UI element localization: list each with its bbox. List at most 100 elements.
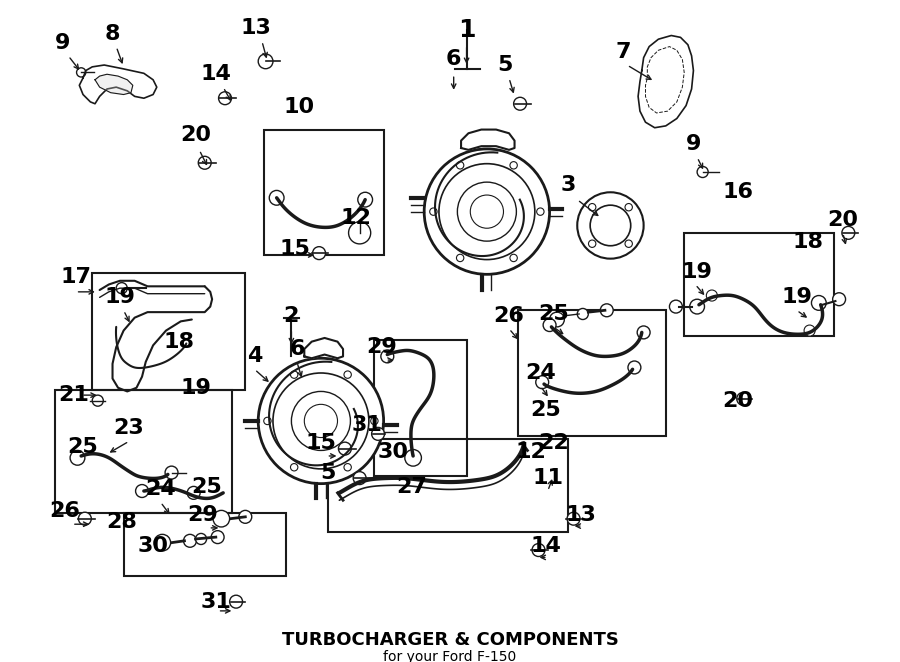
Bar — [264, 130, 383, 255]
Text: 2: 2 — [284, 306, 299, 326]
Text: 22: 22 — [538, 433, 569, 453]
Text: 15: 15 — [280, 240, 310, 260]
Circle shape — [184, 534, 196, 547]
Circle shape — [567, 512, 580, 525]
Circle shape — [353, 471, 366, 485]
Circle shape — [371, 417, 378, 424]
Text: 15: 15 — [305, 433, 337, 453]
Text: 26: 26 — [50, 501, 80, 521]
Circle shape — [198, 156, 212, 169]
Text: for your Ford F-150: for your Ford F-150 — [383, 649, 517, 662]
Text: 9: 9 — [55, 33, 70, 53]
Text: TURBOCHARGER & COMPONENTS: TURBOCHARGER & COMPONENTS — [282, 631, 618, 649]
Circle shape — [589, 203, 596, 211]
Bar — [374, 340, 466, 476]
Circle shape — [577, 308, 589, 320]
Circle shape — [577, 192, 644, 259]
Text: 18: 18 — [164, 332, 194, 352]
Circle shape — [536, 208, 544, 215]
Bar — [123, 513, 286, 576]
Text: 7: 7 — [616, 42, 631, 62]
Circle shape — [625, 203, 633, 211]
Circle shape — [510, 254, 518, 261]
Text: 20: 20 — [180, 125, 211, 145]
Text: 4: 4 — [247, 346, 262, 366]
Circle shape — [590, 205, 631, 246]
Circle shape — [230, 595, 242, 608]
Circle shape — [165, 466, 178, 479]
Text: 23: 23 — [113, 418, 145, 438]
Circle shape — [70, 450, 85, 465]
Text: 28: 28 — [106, 512, 137, 532]
Circle shape — [510, 162, 518, 169]
Circle shape — [457, 182, 517, 241]
Circle shape — [116, 283, 127, 294]
Text: 25: 25 — [538, 304, 569, 324]
Circle shape — [381, 350, 394, 363]
Circle shape — [195, 534, 207, 545]
Text: 19: 19 — [781, 287, 812, 307]
Text: 8: 8 — [104, 24, 121, 44]
Circle shape — [92, 395, 104, 406]
Circle shape — [238, 510, 252, 523]
Text: 1: 1 — [458, 18, 475, 42]
Text: 29: 29 — [366, 337, 397, 357]
Circle shape — [291, 463, 298, 471]
Text: 11: 11 — [532, 468, 563, 488]
Circle shape — [628, 361, 641, 374]
Bar — [56, 390, 232, 513]
Text: 20: 20 — [722, 391, 753, 410]
Text: 14: 14 — [201, 64, 231, 84]
Circle shape — [600, 304, 613, 316]
Polygon shape — [304, 338, 343, 358]
Text: 25: 25 — [530, 400, 562, 420]
Text: 14: 14 — [530, 536, 562, 556]
Bar — [328, 440, 568, 532]
Text: 21: 21 — [58, 385, 89, 405]
Text: 19: 19 — [104, 287, 135, 307]
Circle shape — [344, 463, 351, 471]
Circle shape — [405, 449, 421, 466]
Circle shape — [804, 325, 815, 336]
Circle shape — [812, 295, 826, 310]
Circle shape — [358, 192, 373, 207]
Text: 27: 27 — [396, 477, 427, 497]
Polygon shape — [95, 74, 133, 95]
Polygon shape — [638, 36, 693, 128]
Circle shape — [706, 290, 717, 301]
Circle shape — [536, 376, 549, 389]
Circle shape — [76, 68, 86, 77]
Circle shape — [219, 92, 231, 105]
Text: 9: 9 — [686, 134, 701, 154]
Text: 25: 25 — [191, 477, 222, 497]
Bar — [684, 233, 833, 336]
Circle shape — [154, 534, 171, 551]
Circle shape — [637, 326, 650, 339]
Text: 16: 16 — [722, 182, 753, 203]
Circle shape — [258, 54, 273, 69]
Circle shape — [439, 164, 535, 260]
Circle shape — [429, 208, 437, 215]
Text: 29: 29 — [187, 505, 219, 525]
Text: 5: 5 — [320, 463, 336, 483]
Circle shape — [348, 222, 371, 244]
Text: 17: 17 — [60, 267, 91, 287]
Text: 6: 6 — [446, 50, 462, 70]
Circle shape — [424, 149, 550, 274]
Text: 31: 31 — [352, 414, 382, 435]
Circle shape — [136, 485, 149, 497]
Text: 6: 6 — [289, 339, 305, 359]
Circle shape — [269, 191, 284, 205]
Text: 13: 13 — [565, 505, 597, 525]
Circle shape — [312, 247, 326, 260]
Circle shape — [698, 166, 708, 177]
Circle shape — [264, 417, 271, 424]
Text: 26: 26 — [493, 306, 525, 326]
Text: 19: 19 — [180, 378, 211, 398]
Text: 30: 30 — [138, 536, 168, 556]
Circle shape — [292, 391, 350, 450]
Polygon shape — [79, 65, 157, 104]
Circle shape — [532, 544, 545, 557]
Circle shape — [670, 300, 682, 313]
Text: 19: 19 — [681, 261, 713, 281]
